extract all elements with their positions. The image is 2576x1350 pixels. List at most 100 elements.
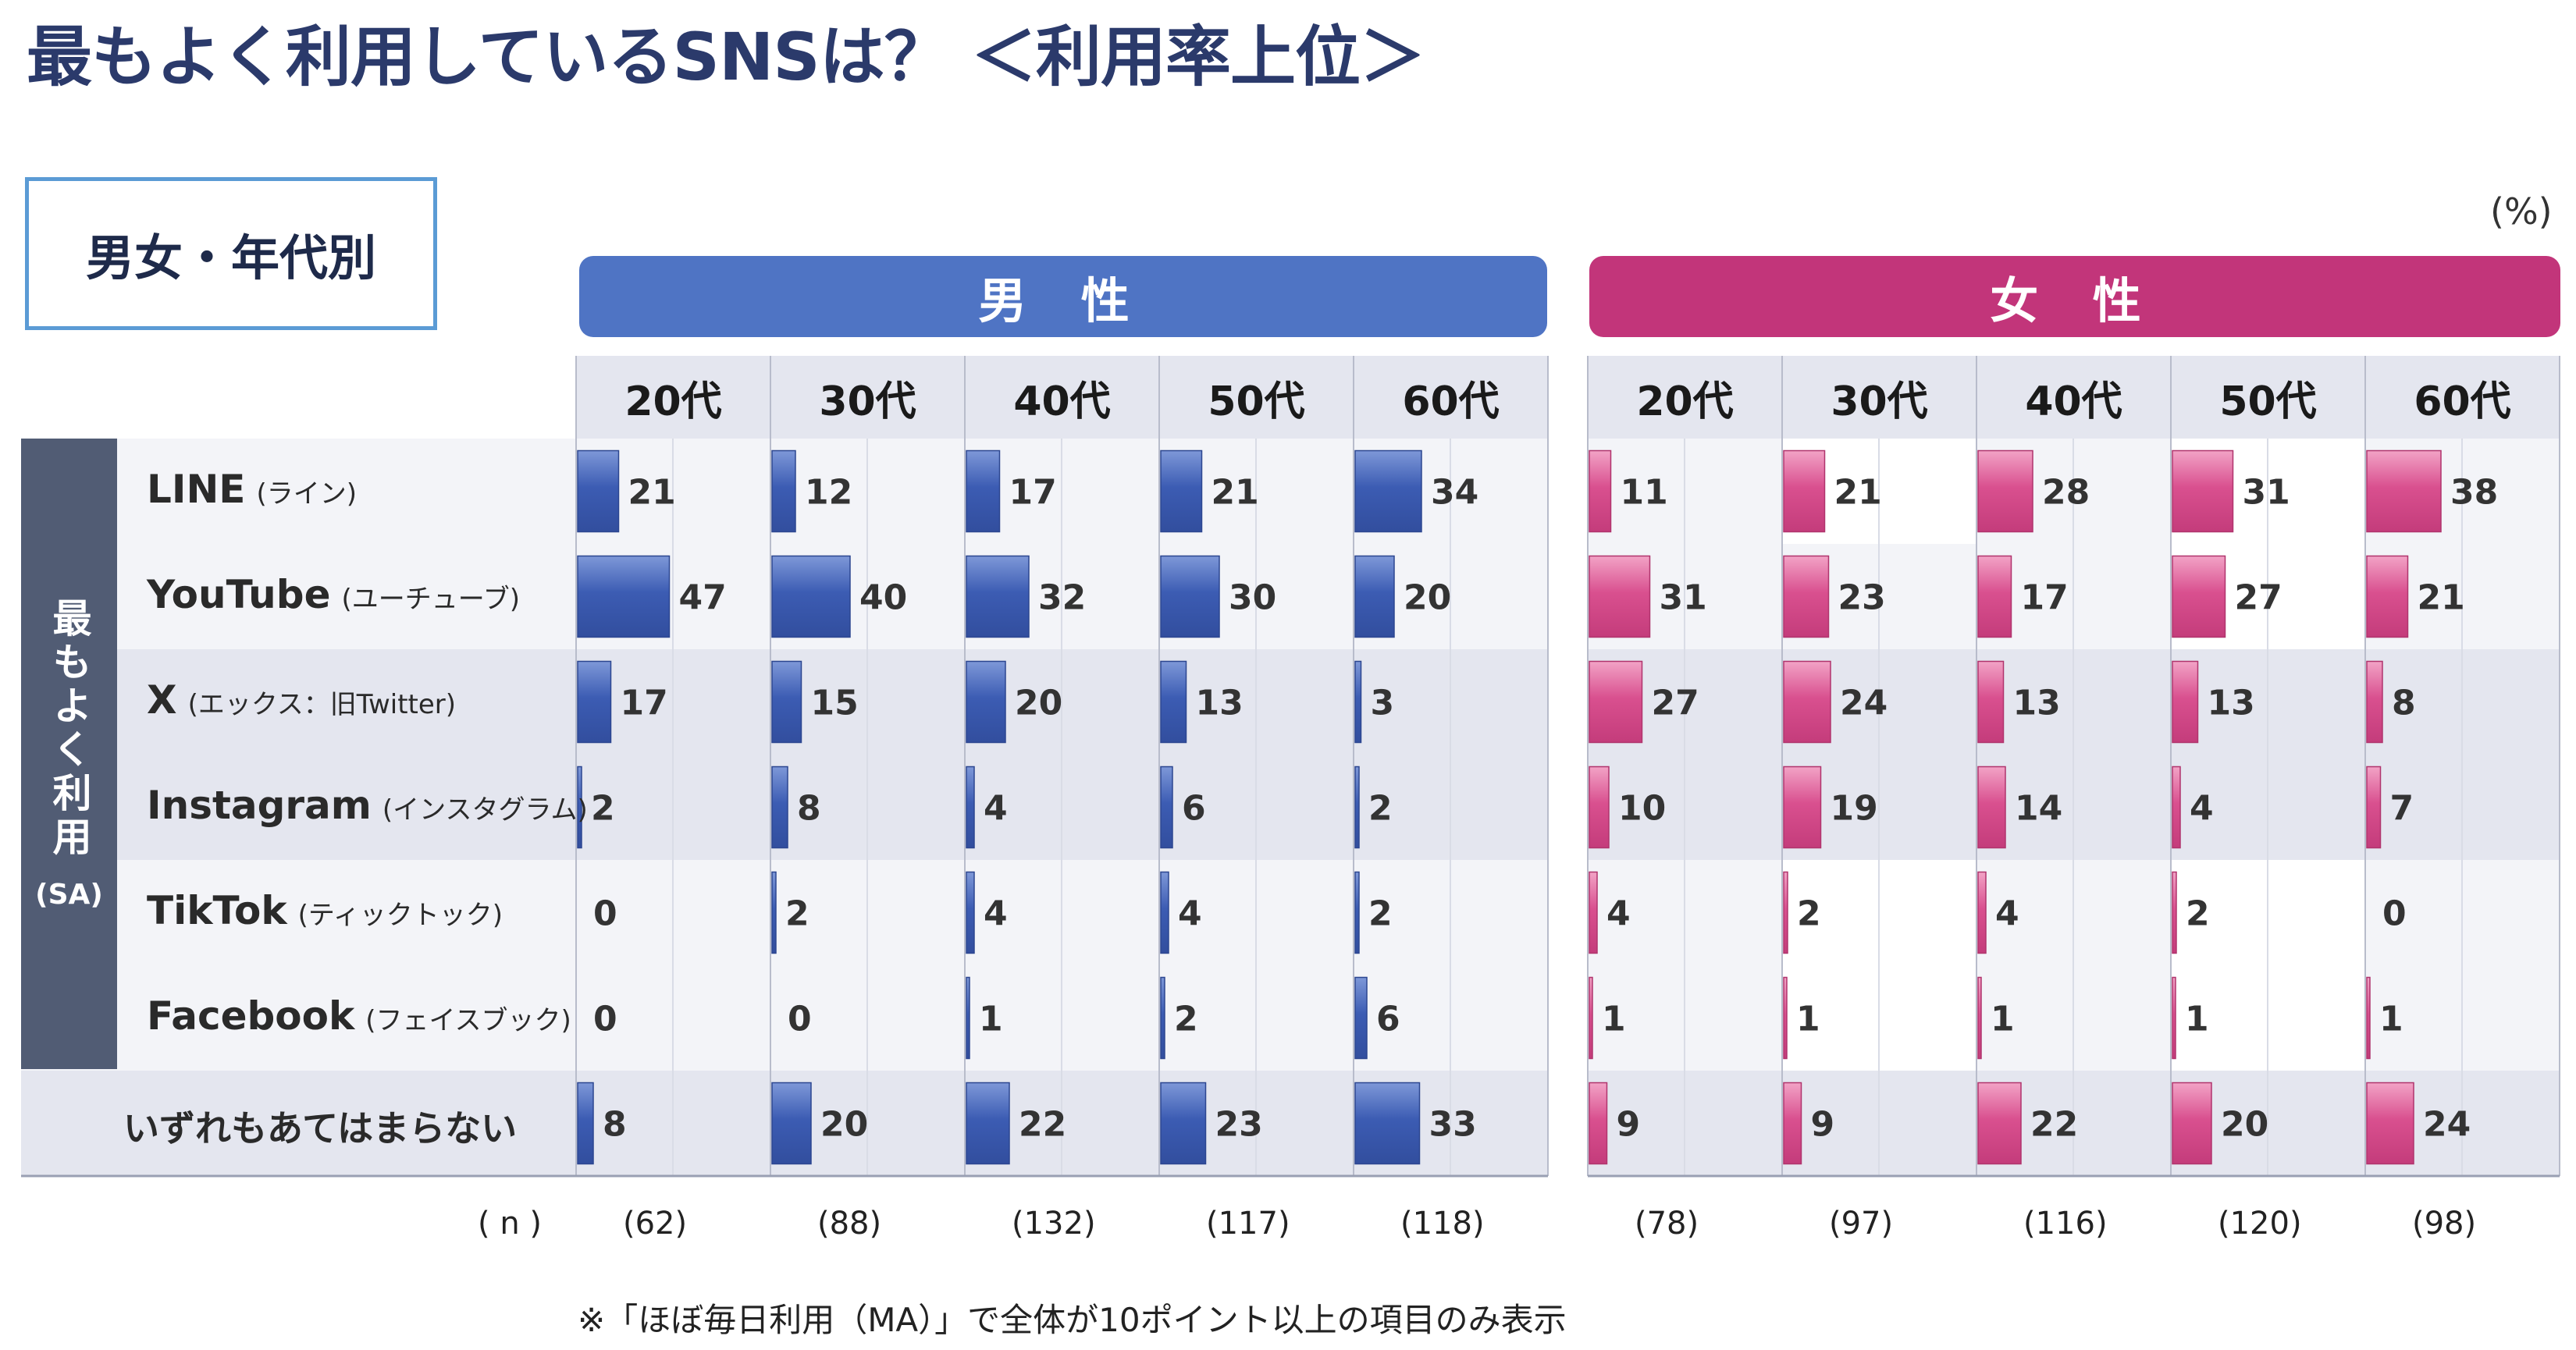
bar	[1160, 766, 1173, 849]
bar	[1977, 555, 2012, 638]
value-label: 2	[785, 894, 809, 934]
value-label: 20	[1404, 578, 1451, 618]
category-name: X	[147, 677, 177, 723]
bar	[1589, 766, 1610, 849]
value-label: 0	[788, 1000, 812, 1039]
value-label: 21	[1834, 473, 1882, 513]
bar	[2366, 1082, 2414, 1165]
value-label: 4	[2190, 789, 2214, 829]
value-label: 28	[2042, 473, 2090, 513]
value-label: 2	[591, 789, 615, 829]
bar	[1783, 976, 1788, 1060]
value-label: 11	[1621, 473, 1668, 513]
value-label: 3	[1371, 684, 1395, 723]
bar	[577, 660, 612, 744]
value-label: 19	[1831, 789, 1878, 829]
bar	[1783, 871, 1788, 954]
side-label: 最もよく利用	[46, 597, 92, 860]
bar	[1354, 1082, 1421, 1165]
bar	[1977, 976, 1982, 1060]
value-label: 40	[859, 578, 907, 618]
bar	[1354, 976, 1368, 1060]
value-label: 33	[1429, 1105, 1477, 1145]
category-reading: (ライン)	[256, 478, 357, 510]
bar	[771, 766, 788, 849]
category-label: Instagram (インスタグラム)	[147, 783, 588, 828]
bar	[2366, 976, 2371, 1060]
value-label: 21	[628, 473, 676, 513]
value-label: 30	[1229, 578, 1276, 618]
value-label: 14	[2015, 789, 2062, 829]
bar	[1589, 449, 1612, 533]
value-label: 13	[2013, 684, 2061, 723]
age-label: 20代	[1636, 378, 1734, 425]
value-label: 4	[984, 789, 1008, 829]
bar	[771, 1082, 812, 1165]
subtitle-box: 男女・年代別	[25, 177, 437, 330]
value-label: 9	[1617, 1105, 1641, 1145]
bar	[1160, 871, 1169, 954]
age-label: 40代	[2025, 378, 2122, 425]
value-label: 20	[820, 1105, 868, 1145]
category-name: TikTok	[147, 887, 287, 933]
bar	[2172, 660, 2199, 744]
bar	[1160, 660, 1187, 744]
bar	[966, 555, 1030, 638]
value-label: 13	[2208, 684, 2255, 723]
n-value: (118)	[1400, 1206, 1485, 1242]
bar	[1783, 766, 1822, 849]
value-label: 27	[2235, 578, 2282, 618]
category-name: Facebook	[147, 993, 355, 1039]
male-group-header: 男 性	[579, 256, 1547, 337]
value-label: 24	[1840, 684, 1888, 723]
value-label: 13	[1196, 684, 1244, 723]
category-label: X (エックス：旧Twitter)	[147, 677, 456, 723]
bar	[966, 766, 975, 849]
value-label: 32	[1038, 578, 1086, 618]
n-value: (116)	[2023, 1206, 2108, 1242]
bar	[966, 976, 970, 1060]
bar	[1977, 871, 1987, 954]
bar	[2172, 449, 2234, 533]
bar	[1160, 449, 1203, 533]
bar	[1589, 976, 1593, 1060]
subtitle-label: 男女・年代別	[85, 229, 376, 286]
value-label: 22	[1019, 1105, 1066, 1145]
bar	[1354, 449, 1422, 533]
category-name: LINE	[147, 466, 246, 512]
page-title: 最もよく利用しているSNSは？ ＜利用率上位＞	[27, 19, 1425, 95]
value-label: 2	[1368, 789, 1393, 829]
age-label: 40代	[1013, 378, 1111, 425]
bar	[577, 1082, 594, 1165]
n-value: (88)	[817, 1206, 882, 1242]
bar	[2172, 976, 2176, 1060]
bar	[577, 555, 671, 638]
category-name: Instagram	[147, 782, 372, 828]
category-reading: (ユーチューブ)	[341, 583, 520, 615]
value-label: 22	[2030, 1105, 2078, 1145]
bar	[1589, 555, 1651, 638]
category-label: LINE (ライン)	[147, 467, 357, 512]
value-label: 24	[2423, 1105, 2471, 1145]
value-label: 47	[679, 578, 727, 618]
value-label: 17	[1009, 473, 1057, 513]
value-label: 7	[2390, 789, 2414, 829]
n-value: (120)	[2218, 1206, 2302, 1242]
age-label: 30代	[1831, 378, 1928, 425]
row-bg-male-side	[21, 860, 1548, 965]
bar	[1354, 555, 1395, 638]
bar	[1977, 1082, 2022, 1165]
female-group-header: 女 性	[1589, 256, 2560, 337]
value-label: 4	[1606, 894, 1631, 934]
age-label: 20代	[624, 378, 722, 425]
value-label: 20	[1015, 684, 1062, 723]
category-reading: (インスタグラム)	[382, 794, 588, 826]
category-name: YouTube	[147, 571, 331, 617]
value-label: 2	[2186, 894, 2210, 934]
value-label: 31	[1660, 578, 1707, 618]
value-label: 23	[1215, 1105, 1263, 1145]
value-label: 0	[593, 1000, 617, 1039]
bar	[1354, 871, 1360, 954]
value-label: 6	[1182, 789, 1206, 829]
